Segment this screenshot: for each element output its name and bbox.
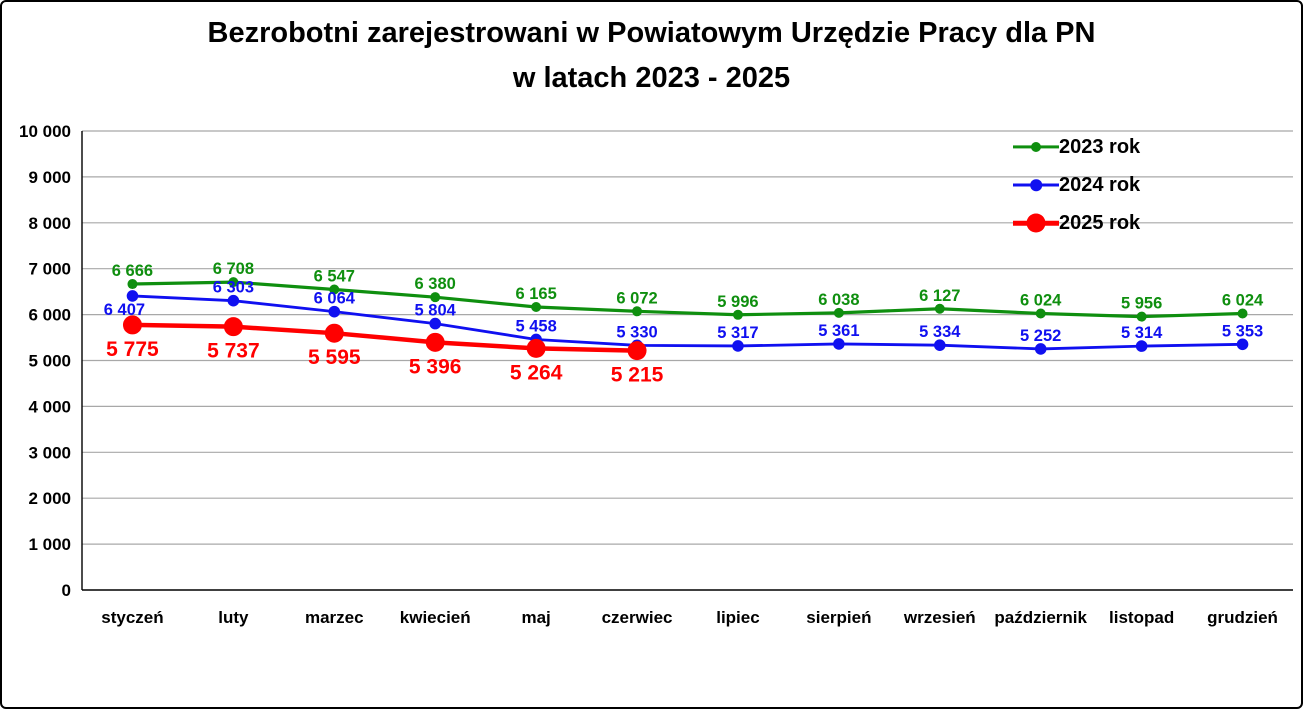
legend-item-2024: 2024 rok [1013,170,1140,200]
data-label: 5 314 [1121,324,1163,342]
data-label: 6 666 [112,262,153,280]
data-point [632,306,643,317]
legend-label: 2023 rok [1059,135,1141,158]
chart-title: Bezrobotni zarejestrowani w Powiatowym U… [0,11,1303,101]
legend-item-2025: 2025 rok [1013,208,1140,238]
y-tick-label: 10 000 [19,122,71,141]
data-label: 5 215 [611,364,664,387]
data-point [627,341,647,361]
data-label: 5 264 [510,361,563,384]
data-label: 6 303 [213,279,254,297]
data-point [328,305,341,318]
data-label: 5 956 [1121,295,1162,313]
y-tick-label: 8 000 [28,214,71,233]
data-label: 5 458 [515,317,556,335]
data-point [1136,311,1147,322]
data-label: 5 252 [1020,327,1061,345]
data-point [425,332,445,352]
data-point [833,307,844,318]
data-point [933,339,946,351]
data-point [430,292,441,303]
y-tick-label: 0 [62,581,71,600]
data-label: 5 775 [106,338,159,361]
data-point [228,277,239,288]
data-label: 5 361 [818,322,859,340]
data-point [1135,340,1148,352]
x-tick-label: luty [218,608,249,627]
x-tick-label: kwiecień [400,608,471,627]
data-label: 6 064 [314,290,356,308]
series-line-2024-rok [131,294,1244,351]
data-label: 6 380 [415,275,456,293]
data-point [1035,308,1046,319]
legend-line-marker-icon [1013,132,1059,162]
data-point [223,317,243,337]
chart-title-line2: w latach 2023 - 2025 [512,62,791,94]
y-tick-label: 3 000 [28,443,71,462]
data-label: 5 353 [1222,322,1263,340]
series-line-2023-rok [130,280,1245,319]
data-point [732,309,743,320]
x-tick-label: marzec [305,608,364,627]
y-tick-label: 7 000 [28,260,71,279]
legend-label: 2024 rok [1059,173,1141,196]
legend-line-marker-icon [1013,208,1059,238]
data-label: 6 708 [213,260,254,278]
data-label: 6 038 [818,291,859,309]
y-tick-label: 6 000 [28,306,71,325]
data-label: 5 737 [207,340,260,363]
data-point [122,315,142,335]
data-point [526,338,546,358]
series-line-2025-rok [130,322,640,353]
data-point [531,302,542,313]
x-tick-label: październik [994,608,1087,627]
data-label: 6 024 [1222,291,1264,309]
data-point [732,340,744,352]
x-tick-label: sierpień [806,608,871,627]
x-tick-label: lipiec [716,608,759,627]
x-tick-label: grudzień [1207,608,1278,627]
data-label: 6 127 [919,287,960,305]
y-tick-label: 4 000 [28,397,71,416]
data-label: 6 407 [104,301,145,319]
data-label: 6 165 [515,285,556,303]
data-point [127,279,138,290]
data-label: 5 317 [717,324,758,342]
data-point [934,303,945,314]
data-label: 5 396 [409,355,462,378]
x-tick-label: czerwiec [602,608,673,627]
x-tick-label: maj [521,608,550,627]
data-point [227,294,240,307]
data-label: 5 595 [308,346,361,369]
x-tick-label: styczeń [101,608,163,627]
data-point [1034,343,1047,355]
data-point [429,317,442,330]
data-label: 5 996 [717,293,758,311]
data-label: 6 072 [616,289,657,307]
x-tick-label: wrzesień [903,608,976,627]
data-point [324,323,344,343]
legend: 2023 rok 2024 rok 2025 rok [1013,132,1140,238]
chart-title-line1: Bezrobotni zarejestrowani w Powiatowym U… [207,17,1096,49]
data-label: 5 804 [415,302,457,320]
y-tick-label: 5 000 [28,352,71,371]
data-point [833,338,845,350]
data-label: 5 330 [616,323,657,341]
data-point [1237,308,1248,319]
y-tick-label: 9 000 [28,168,71,187]
x-tick-label: listopad [1109,608,1174,627]
y-tick-label: 2 000 [28,489,71,508]
data-label: 6 024 [1020,291,1062,309]
y-tick-label: 1 000 [28,535,71,554]
data-label: 6 547 [314,267,355,285]
legend-item-2023: 2023 rok [1013,132,1140,162]
legend-line-marker-icon [1013,170,1059,200]
legend-label: 2025 rok [1059,211,1141,234]
data-point [1236,338,1249,351]
data-point [126,290,139,302]
data-point [329,284,340,295]
data-label: 5 334 [919,323,961,341]
